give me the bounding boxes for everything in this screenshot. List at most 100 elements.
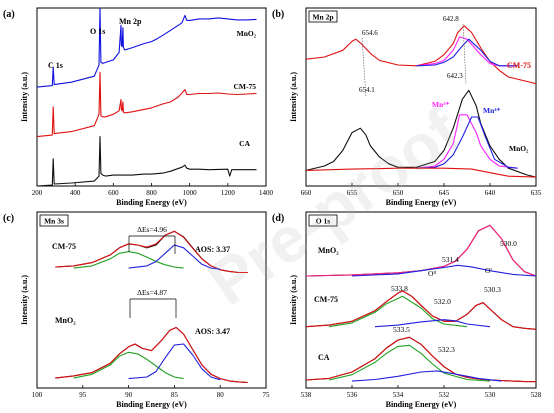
series-line <box>416 38 518 67</box>
annotation: 654.1 <box>359 86 375 94</box>
annotation: 532.0 <box>434 297 451 306</box>
x-tick-label: 200 <box>32 189 43 197</box>
x-tick-label: 532 <box>439 391 450 399</box>
delta-es-label: ΔEs=4.87 <box>137 288 167 297</box>
plot-frame <box>36 7 267 187</box>
sample-label-cm75: CM-75 <box>314 295 338 304</box>
series-line <box>374 319 491 328</box>
inset-label: O 1s <box>316 217 330 226</box>
x-tick-label: 538 <box>301 391 312 399</box>
x-tick-label: 536 <box>347 391 358 399</box>
series-line <box>305 336 536 383</box>
x-tick-label: 530 <box>485 391 496 399</box>
series-label-ca: CA <box>239 139 250 148</box>
series-line <box>73 251 184 269</box>
peak-label-o1s: O 1s <box>90 27 105 36</box>
series-line <box>328 295 468 328</box>
x-tick-label: 80 <box>217 391 225 399</box>
series-line <box>36 71 257 138</box>
panel-letter: (d) <box>272 213 284 224</box>
annotation: 531.4 <box>442 255 459 264</box>
series-line <box>36 7 257 88</box>
series-line <box>416 116 518 169</box>
panel-0: 200 400 600 800 1000 1200 1400 Binding Energy (… <box>3 7 274 207</box>
delta-es-label: ΔEs=4.96 <box>137 225 167 234</box>
series-line <box>351 264 537 277</box>
inset-box <box>308 214 338 227</box>
x-tick-label: 660 <box>301 189 312 197</box>
x-tick-label: 645 <box>439 189 450 197</box>
panel-3: 538 536 534 532 530 528 Binding Energy (eV) Int… <box>272 211 542 409</box>
plot-frame <box>305 7 537 187</box>
series-line <box>73 351 184 380</box>
x-tick-label: 1200 <box>221 189 236 197</box>
x-tick-label: 100 <box>32 391 43 399</box>
annotation: 533.8 <box>391 284 408 293</box>
guide-line <box>361 37 367 98</box>
inset-box <box>308 10 338 23</box>
series-line <box>305 224 537 277</box>
inset-label: Mn 2p <box>312 13 333 22</box>
annotation: 642.8 <box>443 15 459 23</box>
series-line <box>305 25 537 85</box>
sample-label-ca: CA <box>318 353 330 362</box>
series-line <box>351 370 502 382</box>
panel-2: 100 95 90 85 80 75 Binding Energy (eV) Intensit… <box>3 211 271 409</box>
series-line <box>55 230 248 274</box>
sample-label-cm75: CM-75 <box>52 242 76 251</box>
guide-line <box>462 23 467 85</box>
x-axis-label: Binding Energy (eV) <box>116 400 187 409</box>
series-line <box>305 224 537 277</box>
x-tick-label: 534 <box>393 391 404 399</box>
series-line <box>305 167 537 178</box>
inset-label: Mn 3s <box>44 217 64 226</box>
x-tick-label: 1400 <box>259 189 274 197</box>
x-tick-label: 75 <box>263 391 271 399</box>
peak-label-c1s: C 1s <box>48 61 63 70</box>
plot-frame <box>305 211 537 389</box>
y-axis-label: Intensity (a.u.) <box>20 72 29 122</box>
annotation: 533.5 <box>393 325 410 334</box>
series-line <box>55 326 248 384</box>
annotation-mn4: Mn⁴⁺ <box>483 106 500 115</box>
panel-1: 660 655 650 645 640 635 Binding Energy (eV) Int… <box>272 7 542 207</box>
series-label-cm75: CM-75 <box>234 82 257 91</box>
x-tick-label: 95 <box>79 391 87 399</box>
plot-frame <box>36 211 267 389</box>
series-line <box>36 136 257 187</box>
x-axis-label: Binding Energy (eV) <box>386 198 457 207</box>
x-tick-label: 528 <box>531 391 542 399</box>
annotation-oi: Oᴵ <box>485 266 492 275</box>
series-line <box>328 344 491 382</box>
x-tick-label: 800 <box>146 189 157 197</box>
x-tick-label: 90 <box>125 391 133 399</box>
annotation: 530.3 <box>484 285 501 294</box>
panel-letter: (a) <box>3 9 15 20</box>
x-tick-label: 600 <box>108 189 119 197</box>
y-axis-label: Intensity (a.u.) <box>289 72 298 122</box>
annotation: 642.3 <box>447 72 463 80</box>
annotation: 532.3 <box>438 345 455 354</box>
series-line <box>305 89 537 178</box>
peak-label-mn2p: Mn 2p <box>119 17 142 26</box>
x-tick-label: 1000 <box>183 189 198 197</box>
x-tick-label: 400 <box>70 189 81 197</box>
aos-label: AOS: 3.47 <box>195 327 230 336</box>
x-tick-label: 650 <box>393 189 404 197</box>
sample-label-mno2: MnO₂ <box>55 316 76 325</box>
series-line <box>305 290 537 330</box>
x-axis-label: Binding Energy (eV) <box>116 198 187 207</box>
y-axis-label: Intensity (a.u.) <box>289 275 298 325</box>
inset-box <box>39 214 69 227</box>
x-tick-label: 635 <box>531 189 542 197</box>
annotation: 654.6 <box>362 29 378 37</box>
y-axis-label: Intensity (a.u.) <box>20 275 29 325</box>
annotation-mn3: Mn³⁺ <box>432 100 449 109</box>
x-axis-label: Binding Energy (eV) <box>386 400 457 409</box>
aos-label: AOS: 3.37 <box>195 245 230 254</box>
series-label-mno2: MnO₂ <box>509 144 529 153</box>
series-line <box>416 114 518 169</box>
x-tick-label: 655 <box>347 189 358 197</box>
series-line <box>128 343 221 381</box>
